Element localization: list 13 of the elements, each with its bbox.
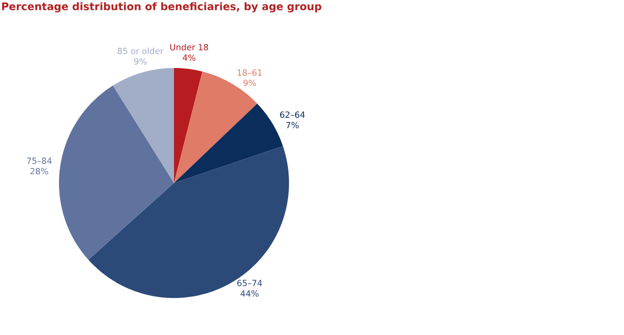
data-label: 44%: [240, 290, 259, 297]
chart-title: Percentage distribution of beneficiaries, by age group: [2, 2, 322, 12]
slice-label: 65–74: [237, 280, 262, 286]
slice-label: 85 or older: [118, 48, 164, 54]
data-label: 28%: [30, 168, 48, 174]
data-label: 9%: [243, 80, 256, 86]
slice-label: 62–64: [280, 111, 305, 118]
data-label: 9%: [134, 58, 147, 65]
data-label: 4%: [182, 54, 196, 61]
data-label: 7%: [286, 122, 299, 128]
slice-label: 18–61: [238, 69, 262, 76]
slice-label: Under 18: [170, 44, 208, 50]
slice-label: 75–84: [27, 158, 52, 164]
